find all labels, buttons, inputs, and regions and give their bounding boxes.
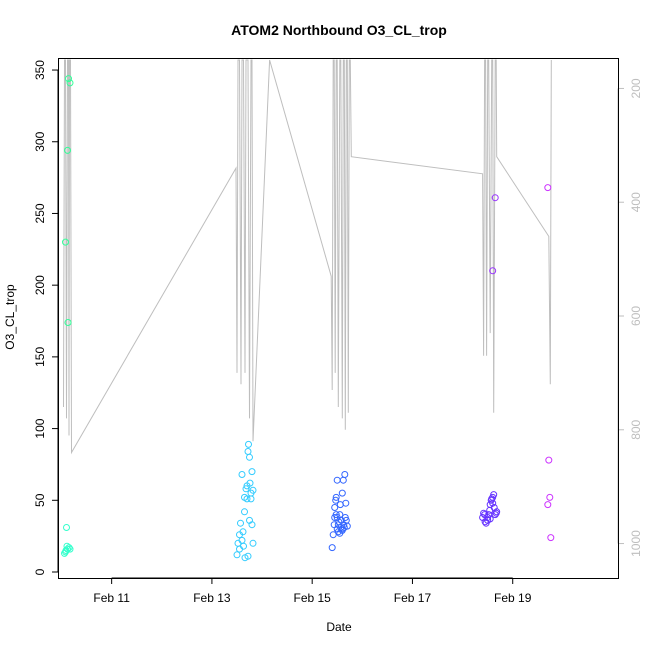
data-point (331, 504, 339, 511)
y-tick-label: 100 (33, 418, 47, 438)
x-tick-label: Feb 11 (93, 591, 130, 605)
data-point (249, 486, 257, 494)
data-point (338, 525, 346, 533)
chart-title: ATOM2 Northbound O3_CL_trop (231, 22, 447, 38)
y-tick-label: 300 (33, 131, 47, 151)
data-point (332, 511, 340, 519)
data-point (545, 456, 553, 464)
data-point (489, 267, 497, 275)
data-point (66, 79, 74, 87)
data-point (486, 515, 494, 523)
data-point (491, 194, 499, 202)
data-point (544, 501, 552, 509)
secondary-tick-label: 600 (629, 306, 643, 326)
data-point (334, 521, 342, 529)
data-point (547, 534, 555, 542)
profile-line-layer (63, 59, 552, 455)
data-point (238, 471, 246, 478)
data-point (490, 491, 498, 499)
secondary-tick-label: 1000 (629, 530, 643, 557)
data-point (341, 471, 349, 478)
data-point (246, 516, 253, 524)
x-axis-label: Date (326, 620, 352, 634)
data-point (64, 319, 72, 326)
data-point (243, 482, 251, 490)
data-point (546, 493, 554, 501)
data-point (332, 496, 340, 504)
data-point (343, 522, 351, 530)
data-point (339, 476, 347, 484)
data-point (481, 511, 489, 519)
data-point (240, 542, 247, 550)
data-point (488, 495, 496, 503)
x-tick-label: Feb 17 (394, 591, 432, 605)
y-tick-label: 50 (33, 493, 47, 507)
data-point (62, 548, 69, 556)
y-axis-label: O3_CL_trop (3, 284, 17, 350)
data-point (249, 539, 257, 547)
data-point (62, 238, 69, 246)
data-point (328, 544, 336, 552)
data-point (246, 453, 253, 461)
data-point (63, 524, 70, 531)
data-point (333, 476, 341, 484)
data-point (239, 528, 247, 536)
y-tick-label: 250 (33, 203, 47, 223)
data-point (338, 489, 346, 497)
plot-frame (58, 58, 619, 579)
y-tick-label: 200 (33, 275, 47, 295)
data-point (242, 485, 250, 493)
data-point (486, 506, 494, 514)
data-point (333, 514, 341, 521)
y-tick-label: 350 (33, 60, 47, 80)
data-point (332, 493, 340, 501)
points-layer (61, 75, 555, 562)
data-point (245, 440, 252, 448)
data-point (64, 146, 71, 154)
data-point (248, 468, 256, 476)
data-point (244, 448, 252, 455)
data-point (241, 493, 248, 501)
data-point (489, 499, 497, 507)
data-point (493, 508, 501, 516)
secondary-tick-label: 200 (629, 78, 643, 98)
data-point (342, 499, 350, 507)
data-point (237, 519, 244, 527)
data-point (544, 184, 552, 192)
data-point (480, 509, 488, 517)
data-point (341, 514, 349, 521)
data-point (65, 75, 72, 83)
secondary-tick-label: 400 (629, 192, 643, 212)
data-point (233, 551, 241, 559)
y-tick-label: 0 (33, 568, 47, 575)
data-point (65, 544, 73, 552)
data-point (241, 554, 249, 562)
data-point (241, 508, 248, 516)
x-tick-label: Feb 15 (294, 591, 332, 605)
x-tick-label: Feb 19 (494, 591, 532, 605)
profile-line (63, 59, 552, 455)
data-point (329, 531, 337, 539)
secondary-tick-label: 800 (629, 419, 643, 439)
y-tick-label: 150 (33, 347, 47, 367)
x-tick-label: Feb 13 (193, 591, 231, 605)
data-point (247, 495, 255, 503)
